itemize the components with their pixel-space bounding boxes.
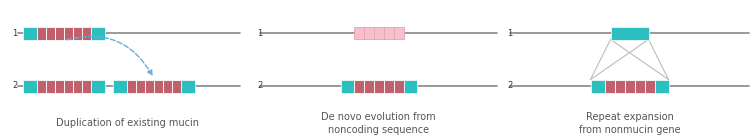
FancyBboxPatch shape [394, 79, 403, 92]
FancyBboxPatch shape [73, 79, 82, 92]
FancyBboxPatch shape [611, 26, 648, 39]
Text: Duplication of existing mucin: Duplication of existing mucin [56, 118, 199, 128]
FancyBboxPatch shape [163, 79, 172, 92]
FancyBboxPatch shape [46, 79, 55, 92]
FancyBboxPatch shape [136, 79, 145, 92]
FancyBboxPatch shape [363, 27, 373, 39]
FancyBboxPatch shape [154, 79, 163, 92]
FancyBboxPatch shape [373, 27, 384, 39]
FancyBboxPatch shape [384, 27, 394, 39]
FancyBboxPatch shape [82, 79, 91, 92]
FancyBboxPatch shape [590, 79, 605, 92]
FancyBboxPatch shape [354, 27, 363, 39]
FancyBboxPatch shape [635, 79, 645, 92]
FancyBboxPatch shape [23, 26, 37, 39]
FancyBboxPatch shape [37, 79, 46, 92]
FancyBboxPatch shape [645, 79, 654, 92]
FancyArrowPatch shape [66, 36, 152, 75]
FancyBboxPatch shape [341, 79, 354, 92]
FancyBboxPatch shape [394, 27, 403, 39]
FancyBboxPatch shape [23, 79, 37, 92]
Text: 2: 2 [507, 82, 512, 91]
FancyBboxPatch shape [82, 26, 91, 39]
Text: 2: 2 [12, 82, 17, 91]
FancyBboxPatch shape [172, 79, 181, 92]
FancyBboxPatch shape [145, 79, 154, 92]
FancyBboxPatch shape [37, 26, 46, 39]
Text: 2: 2 [257, 82, 262, 91]
FancyBboxPatch shape [55, 26, 64, 39]
Text: 1: 1 [257, 29, 262, 38]
FancyBboxPatch shape [73, 26, 82, 39]
FancyBboxPatch shape [91, 26, 105, 39]
FancyBboxPatch shape [605, 79, 615, 92]
FancyBboxPatch shape [373, 79, 384, 92]
FancyBboxPatch shape [127, 79, 136, 92]
FancyBboxPatch shape [46, 26, 55, 39]
FancyBboxPatch shape [624, 79, 635, 92]
FancyBboxPatch shape [403, 79, 416, 92]
Text: Repeat expansion
from nonmucin gene: Repeat expansion from nonmucin gene [578, 112, 680, 135]
FancyBboxPatch shape [615, 79, 624, 92]
FancyBboxPatch shape [384, 79, 394, 92]
FancyBboxPatch shape [181, 79, 195, 92]
FancyBboxPatch shape [363, 79, 373, 92]
Text: 1: 1 [12, 29, 17, 38]
FancyBboxPatch shape [654, 79, 669, 92]
FancyBboxPatch shape [55, 79, 64, 92]
FancyBboxPatch shape [91, 79, 105, 92]
Text: 1: 1 [507, 29, 512, 38]
FancyBboxPatch shape [354, 79, 363, 92]
FancyBboxPatch shape [113, 79, 127, 92]
Text: De novo evolution from
noncoding sequence: De novo evolution from noncoding sequenc… [321, 112, 436, 135]
FancyBboxPatch shape [64, 79, 73, 92]
FancyBboxPatch shape [64, 26, 73, 39]
